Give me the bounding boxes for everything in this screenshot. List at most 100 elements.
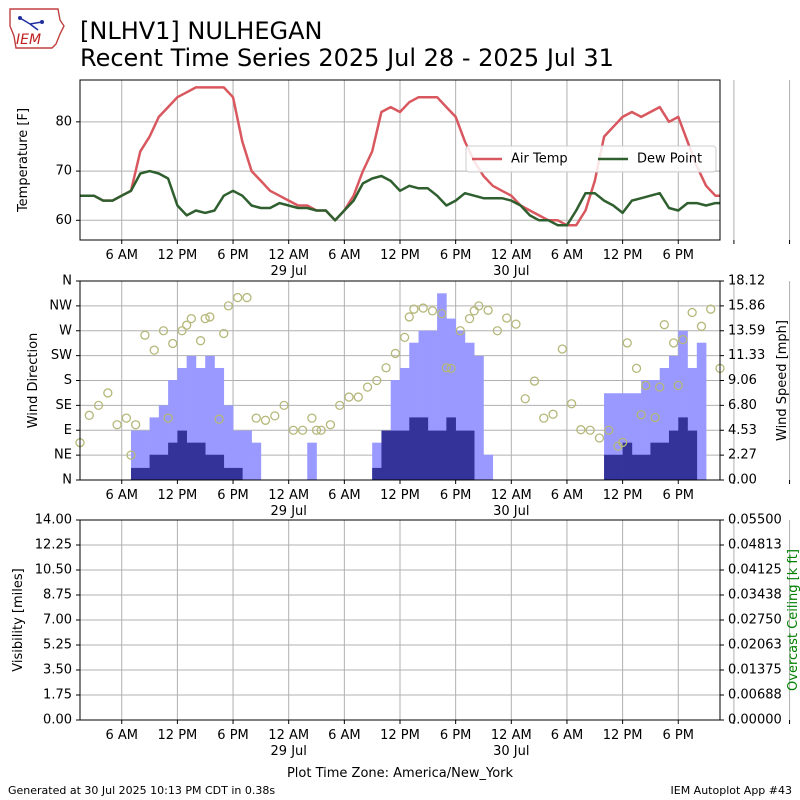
x-date-label: 30 Jul (493, 504, 529, 519)
wind-direction-marker (399, 332, 410, 343)
wind-direction-marker (659, 320, 669, 330)
wind-gust-bar (140, 430, 150, 480)
wind-speed-bar (140, 467, 150, 480)
wind-direction-marker (655, 382, 665, 392)
axes-frame (79, 519, 721, 721)
y-tick-label: 80 (55, 114, 72, 129)
x-tick-label: 6 AM (551, 248, 584, 263)
wind-gust-bar (168, 380, 178, 480)
chart-title-line1: [NLHV1] NULHEGAN (80, 17, 323, 45)
visibility-tick-label: 5.25 (43, 638, 72, 653)
wind-gust-bar (149, 417, 160, 480)
wind-speed-bar (604, 454, 614, 480)
wind-speed-bar (650, 442, 661, 480)
wind-speed-bar (668, 430, 679, 480)
wind-gust-bar (390, 380, 401, 480)
wind-gust-bar (446, 318, 456, 480)
wind-direction-marker (469, 306, 479, 316)
x-tick-label: 6 AM (328, 728, 361, 743)
ceiling-tick-label: 0.00000 (728, 713, 782, 728)
wind-direction-marker (520, 394, 530, 404)
wind-speed-bar (223, 467, 234, 480)
x-tick-label: 12 AM (491, 728, 532, 743)
wind-speed-bar (372, 467, 382, 480)
direction-tick-label: S (64, 373, 72, 388)
wind-direction-marker (219, 328, 229, 339)
ceiling-tick-label: 0.00688 (728, 688, 782, 703)
wind-direction-marker (195, 336, 206, 346)
wind-direction-marker (687, 307, 697, 318)
wind-direction-marker (455, 326, 465, 336)
speed-tick-label: 18.12 (728, 274, 765, 289)
wind-gust-bar (195, 367, 206, 480)
speed-tick-label: 4.53 (728, 423, 757, 438)
wind-direction-marker (483, 305, 493, 315)
axes-frame (79, 280, 721, 481)
wind-direction-marker (529, 376, 540, 386)
wind-direction-marker (418, 303, 428, 313)
wind-direction-marker (288, 425, 298, 435)
wind-gust-bar (307, 442, 317, 480)
wind-gust-bar (437, 293, 447, 480)
x-tick-label: 12 AM (268, 728, 309, 743)
wind-speed-bar (168, 442, 178, 480)
series-line-air-temp (80, 86, 720, 227)
ceiling-tick-label: 0.01375 (728, 663, 782, 678)
wind-speed-bar (437, 430, 447, 480)
x-tick-label: 6 PM (663, 248, 694, 263)
wind-direction-marker (163, 413, 173, 423)
wind-gust-bar (177, 367, 187, 480)
wind-gust-bar (474, 355, 484, 480)
iem-logo: IEM (9, 8, 65, 49)
legend-entry: Dew Point (637, 152, 702, 167)
direction-tick-label: N (62, 473, 72, 488)
wind-gust-bar (483, 454, 494, 480)
wind-direction-marker (641, 380, 651, 391)
wind-gust-bar (696, 342, 707, 480)
wind-direction-marker (650, 412, 660, 423)
wind-speed-bar (613, 454, 623, 480)
wind-direction-marker (242, 292, 252, 303)
wind-gust-bar (604, 393, 614, 480)
ceiling-tick-label: 0.04125 (728, 563, 782, 578)
wind-direction-marker (706, 304, 716, 314)
wind-direction-marker (260, 415, 271, 425)
x-date-label: 29 Jul (271, 744, 307, 759)
ceiling-tick-label: 0.02063 (728, 638, 782, 653)
ceiling-tick-label: 0.03438 (728, 588, 782, 603)
wind-direction-marker (464, 313, 475, 324)
ceiling-tick-label: 0.02750 (728, 613, 782, 628)
x-tick-label: 12 PM (380, 248, 420, 263)
speed-tick-label: 0.00 (728, 473, 757, 488)
speed-tick-label: 11.33 (728, 348, 765, 363)
wind-speed-bar (158, 454, 169, 480)
wind-gust-bar (613, 393, 623, 480)
wind-direction-marker (307, 413, 317, 423)
wind-gust-bar (205, 355, 215, 480)
wind-direction-marker (566, 399, 577, 409)
wind-direction-marker (325, 420, 336, 430)
wind-direction-marker (636, 410, 646, 420)
wind-direction-marker (103, 388, 113, 398)
wind-gust-bar (650, 380, 661, 480)
speed-tick-label: 15.86 (728, 298, 765, 313)
wind-speed-bar (381, 430, 392, 480)
wind-gust-bar (400, 367, 410, 480)
wind-direction-marker (177, 326, 187, 336)
wind-direction-marker (182, 320, 192, 330)
wind-speed-bar (409, 417, 419, 480)
x-tick-label: 6 PM (440, 728, 471, 743)
x-tick-label: 6 PM (440, 248, 471, 263)
wind-direction-marker (604, 425, 614, 435)
wind-direction-marker (474, 301, 484, 311)
wind-direction-marker (409, 304, 419, 314)
wind-direction-marker (344, 392, 354, 402)
wind-direction-marker (696, 321, 707, 331)
x-tick-label: 6 AM (105, 248, 138, 263)
legend-box (465, 145, 717, 173)
wind-direction-marker (140, 330, 150, 340)
x-tick-label: 6 AM (551, 728, 584, 743)
visibility-tick-label: 10.50 (35, 563, 72, 578)
direction-tick-label: NW (49, 298, 72, 313)
